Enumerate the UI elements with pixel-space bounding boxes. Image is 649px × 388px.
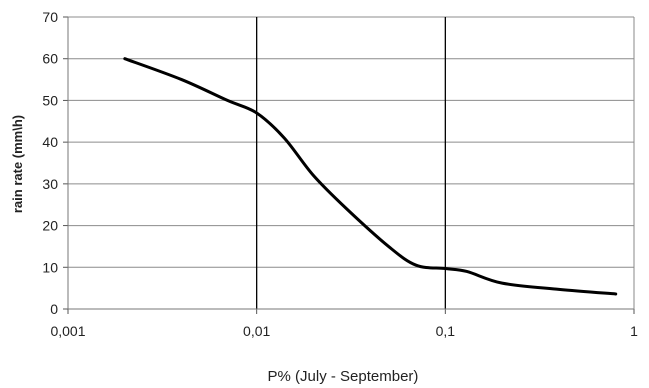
x-tick-label: 1	[630, 323, 638, 339]
series-line	[123, 57, 618, 296]
y-tick-label: 50	[42, 92, 58, 108]
x-tick-label: 0,1	[436, 323, 456, 339]
y-tick-label: 10	[42, 259, 58, 275]
x-tick-label: 0,001	[50, 323, 85, 339]
y-tick-label: 60	[42, 51, 58, 67]
y-tick-label: 70	[42, 9, 58, 25]
grid-lines	[68, 16, 634, 309]
series-layer	[123, 57, 618, 296]
y-tick-label: 0	[50, 301, 58, 317]
y-tick-label: 20	[42, 218, 58, 234]
y-tick-label: 30	[42, 176, 58, 192]
axes	[63, 16, 635, 314]
x-axis-title: P% (July - September)	[268, 368, 419, 385]
y-tick-label: 40	[42, 134, 58, 150]
y-axis-title: rain rate (mm\h)	[10, 115, 25, 213]
x-tick-label: 0,01	[243, 323, 270, 339]
tick-labels: 0 10 20 30 40 50 60 70 0,001 0,01 0,1 1	[42, 9, 638, 339]
